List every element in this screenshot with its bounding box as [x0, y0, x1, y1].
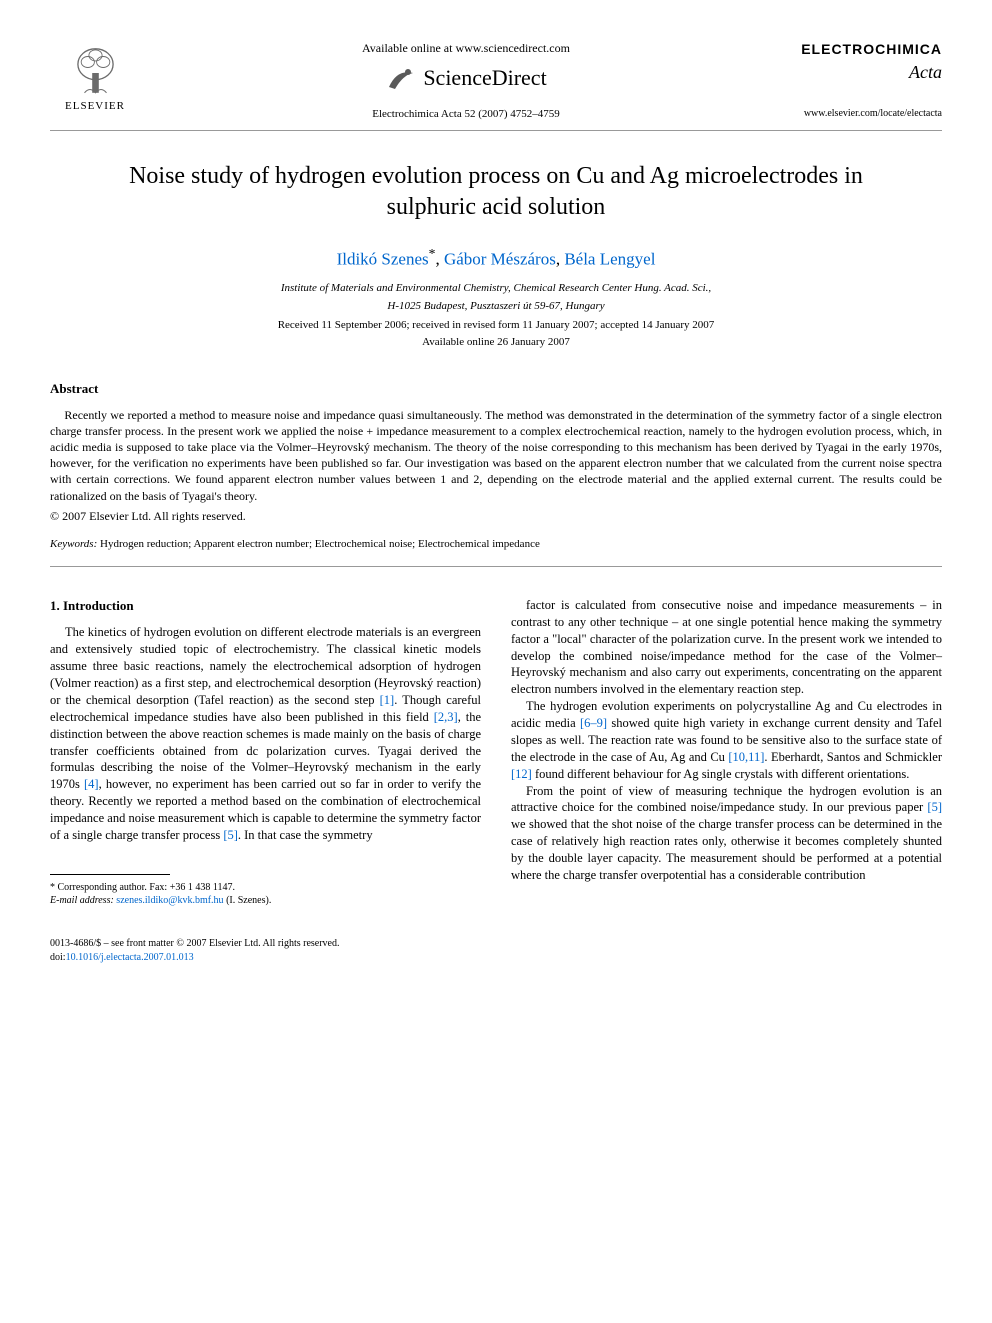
page-footer: 0013-4686/$ – see front matter © 2007 El…: [50, 937, 942, 965]
reference-link[interactable]: [6–9]: [580, 716, 607, 730]
sciencedirect-swoosh-icon: [385, 63, 417, 95]
section-heading: 1. Introduction: [50, 597, 481, 615]
keywords-text: Hydrogen reduction; Apparent electron nu…: [100, 538, 540, 550]
reference-link[interactable]: [2,3]: [434, 710, 458, 724]
journal-name-upper: ELECTROCHIMICA: [792, 40, 942, 60]
author-link[interactable]: Gábor Mészáros: [444, 249, 556, 268]
elsevier-logo-block: ELSEVIER: [50, 40, 140, 114]
sciencedirect-logo: ScienceDirect: [140, 63, 792, 95]
reference-link[interactable]: [4]: [84, 777, 99, 791]
abstract-heading: Abstract: [50, 380, 942, 398]
left-column: 1. Introduction The kinetics of hydrogen…: [50, 597, 481, 907]
author-link[interactable]: Béla Lengyel: [564, 249, 655, 268]
keywords-label: Keywords:: [50, 538, 97, 550]
elsevier-label: ELSEVIER: [65, 99, 125, 114]
right-column: factor is calculated from consecutive no…: [511, 597, 942, 907]
reference-link[interactable]: [12]: [511, 767, 532, 781]
reference-link[interactable]: [5]: [223, 828, 238, 842]
abstract-copyright: © 2007 Elsevier Ltd. All rights reserved…: [50, 508, 942, 525]
journal-url: www.elsevier.com/locate/electacta: [792, 107, 942, 121]
affiliation-line1: Institute of Materials and Environmental…: [50, 281, 942, 295]
masthead: ELSEVIER Available online at www.science…: [50, 40, 942, 131]
email-link[interactable]: szenes.ildiko@kvk.bmf.hu: [116, 895, 223, 906]
doi-line: doi:10.1016/j.electacta.2007.01.013: [50, 951, 942, 965]
email-person: (I. Szenes).: [226, 895, 271, 906]
elsevier-tree-icon: [68, 40, 123, 95]
center-header: Available online at www.sciencedirect.co…: [140, 40, 792, 122]
available-online-date: Available online 26 January 2007: [50, 335, 942, 350]
available-online-text: Available online at www.sciencedirect.co…: [140, 40, 792, 57]
authors-line: Ildikó Szenes*, Gábor Mészáros, Béla Len…: [50, 244, 942, 271]
citation-line: Electrochimica Acta 52 (2007) 4752–4759: [140, 107, 792, 122]
keywords-line: Keywords: Hydrogen reduction; Apparent e…: [50, 537, 942, 552]
email-footnote: E-mail address: szenes.ildiko@kvk.bmf.hu…: [50, 894, 481, 907]
doi-label: doi:: [50, 952, 66, 963]
sciencedirect-text: ScienceDirect: [423, 63, 546, 94]
reference-link[interactable]: [1]: [380, 693, 395, 707]
article-title: Noise study of hydrogen evolution proces…: [110, 161, 882, 223]
body-paragraph: The kinetics of hydrogen evolution on di…: [50, 624, 481, 843]
body-columns: 1. Introduction The kinetics of hydrogen…: [50, 597, 942, 907]
issn-line: 0013-4686/$ – see front matter © 2007 El…: [50, 937, 942, 951]
corresponding-footnote: * Corresponding author. Fax: +36 1 438 1…: [50, 881, 481, 894]
abstract-section: Abstract Recently we reported a method t…: [50, 380, 942, 567]
doi-link[interactable]: 10.1016/j.electacta.2007.01.013: [66, 952, 194, 963]
journal-branding: ELECTROCHIMICA Acta www.elsevier.com/loc…: [792, 40, 942, 121]
corresponding-marker: *: [429, 246, 436, 261]
journal-name-script: Acta: [792, 60, 942, 85]
body-paragraph: factor is calculated from consecutive no…: [511, 597, 942, 698]
author-link[interactable]: Ildikó Szenes: [337, 249, 429, 268]
body-paragraph: The hydrogen evolution experiments on po…: [511, 698, 942, 782]
reference-link[interactable]: [5]: [927, 800, 942, 814]
footnote-rule: [50, 874, 170, 875]
reference-link[interactable]: [10,11]: [728, 750, 764, 764]
body-paragraph: From the point of view of measuring tech…: [511, 783, 942, 884]
abstract-text: Recently we reported a method to measure…: [50, 407, 942, 504]
affiliation-line2: H-1025 Budapest, Pusztaszeri út 59-67, H…: [50, 299, 942, 313]
received-dates: Received 11 September 2006; received in …: [50, 318, 942, 333]
email-label: E-mail address:: [50, 895, 114, 906]
